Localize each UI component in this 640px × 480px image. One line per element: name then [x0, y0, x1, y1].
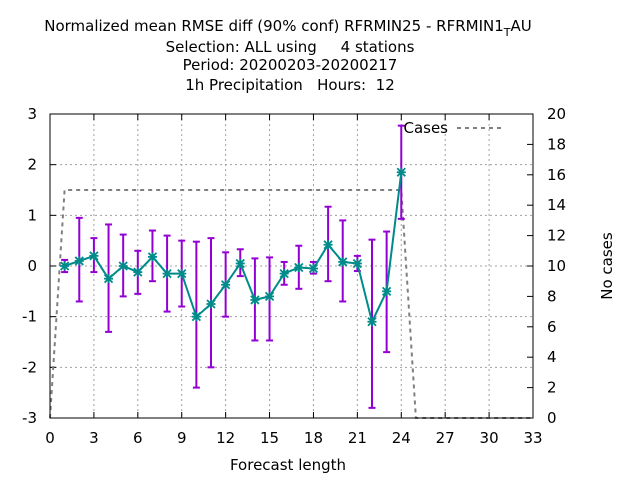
data-point	[206, 299, 216, 309]
y2-tick-label: 14	[547, 196, 566, 214]
ticks: 0 3 6 9 12 15 18 21 24 27 30 33-3-2-101230246810121…	[22, 105, 566, 447]
x-tick-label: 24	[392, 429, 411, 447]
y-tick-label: 0	[27, 257, 37, 275]
data-point	[220, 280, 231, 290]
data-point	[89, 251, 99, 261]
x-tick-label: 30	[480, 429, 499, 447]
y-tick-label: 3	[27, 105, 37, 123]
data-point	[264, 291, 275, 302]
legend: Cases	[403, 119, 505, 137]
x-tick-label: 0	[45, 429, 55, 447]
data-point	[59, 261, 70, 271]
data-point	[308, 263, 319, 274]
data-point	[162, 268, 172, 279]
title-line-3: Period: 20200203-20200217	[183, 56, 398, 74]
data-point	[191, 312, 202, 322]
y2-axis-title: No cases	[598, 232, 616, 300]
plot-frame	[49, 113, 534, 419]
y2-tick-label: 0	[547, 409, 557, 427]
y2-tick-label: 20	[547, 105, 566, 123]
data-point	[323, 240, 333, 250]
x-tick-label: 21	[348, 429, 367, 447]
x-tick-label: 6	[133, 429, 143, 447]
x-tick-label: 33	[523, 429, 542, 447]
title-line-4: 1h Precipitation Hours: 12	[185, 76, 395, 94]
data-point	[396, 167, 406, 177]
y2-tick-label: 8	[547, 287, 557, 305]
y2-tick-label: 10	[547, 257, 566, 275]
data-point	[367, 317, 377, 327]
data-point	[74, 256, 84, 266]
data-point	[147, 252, 158, 262]
x-tick-label: 18	[304, 429, 323, 447]
x-tick-label: 15	[260, 429, 279, 447]
data-point	[235, 258, 245, 269]
y-tick-label: 2	[27, 156, 37, 174]
chart-title: Normalized mean RMSE diff (90% conf) RFR…	[44, 17, 532, 94]
rmse-diff-line	[64, 172, 403, 325]
y2-tick-label: 6	[547, 318, 557, 336]
series-layer	[59, 167, 406, 327]
x-axis-title: Forecast length	[230, 456, 346, 474]
y-tick-label: -3	[22, 409, 37, 427]
data-point	[250, 295, 260, 305]
y-tick-label: 1	[27, 206, 37, 224]
y-tick-label: -2	[22, 358, 37, 376]
title-line-1: Normalized mean RMSE diff (90% conf) RFR…	[44, 17, 532, 39]
data-point	[133, 267, 143, 277]
data-point	[177, 268, 187, 279]
y-tick-label: -1	[22, 308, 37, 326]
data-point	[381, 286, 392, 296]
title-line-2: Selection: ALL using 4 stations	[166, 38, 415, 56]
x-tick-label: 3	[89, 429, 99, 447]
data-point	[352, 258, 363, 269]
y2-tick-label: 4	[547, 348, 557, 366]
data-point	[338, 257, 348, 267]
data-point	[118, 261, 128, 271]
x-tick-label: 12	[216, 429, 235, 447]
data-point	[279, 268, 289, 279]
legend-label-cases: Cases	[403, 119, 448, 137]
cases-line	[49, 189, 533, 419]
y2-tick-label: 12	[547, 227, 566, 245]
cases-layer	[49, 189, 533, 419]
y2-tick-label: 2	[547, 379, 557, 397]
y2-tick-label: 18	[547, 135, 566, 153]
y2-tick-label: 16	[547, 166, 566, 184]
x-tick-label: 9	[177, 429, 187, 447]
data-point	[103, 274, 114, 284]
data-point	[294, 262, 304, 273]
x-tick-label: 27	[436, 429, 455, 447]
